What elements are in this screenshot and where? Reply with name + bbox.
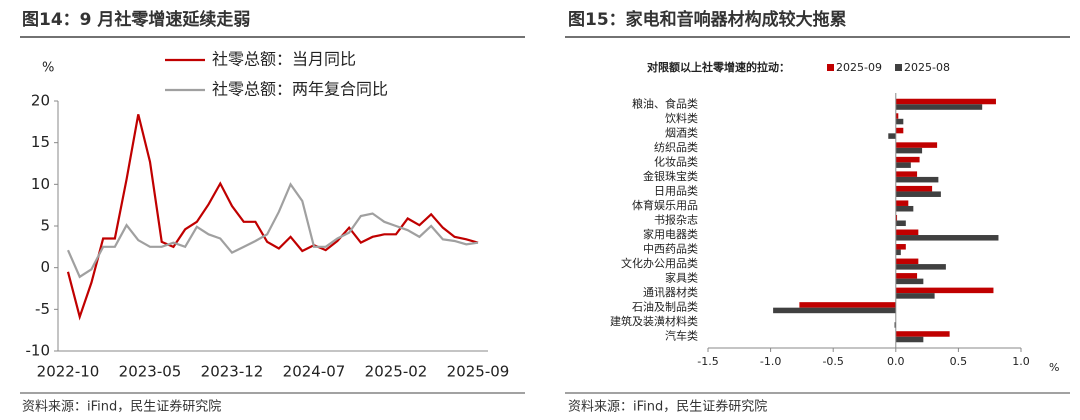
category-label: 日用品类 (654, 183, 698, 197)
category-label: 石油及制品类 (632, 300, 698, 314)
bar (895, 273, 918, 279)
bar (895, 185, 933, 192)
bar (895, 229, 919, 236)
bar (895, 113, 899, 119)
y-tick-label: 0 (40, 258, 50, 276)
y-tick-label: 5 (40, 217, 50, 235)
bar (895, 214, 898, 221)
legend-label: 2025-09 (836, 61, 882, 74)
bar (895, 104, 983, 110)
y-axis-label: % (42, 61, 54, 76)
category-label: 家用电器类 (643, 227, 698, 241)
bar (895, 142, 938, 148)
series-line (66, 114, 479, 321)
category-label: 中西药品类 (643, 242, 698, 256)
category-label: 文化办公用品类 (621, 256, 698, 270)
x-tick-label: 2023-05 (119, 363, 182, 381)
bar (895, 264, 946, 270)
bar (895, 176, 939, 183)
legend-label: 社零总额：当月同比 (212, 50, 356, 69)
x-tick-label: -1.0 (760, 355, 781, 368)
bar (895, 98, 996, 105)
category-label: 通讯器材类 (643, 285, 698, 299)
bar (895, 118, 904, 125)
legend-label: 2025-08 (904, 61, 950, 74)
bar (895, 278, 924, 285)
bar (895, 127, 904, 134)
bar (895, 220, 906, 227)
x-tick-label: 0.5 (950, 355, 968, 368)
bar (894, 322, 896, 328)
x-tick-label: 2023-12 (201, 363, 264, 381)
category-label: 化妆品类 (654, 154, 698, 168)
source: 资料来源：iFind，民生证券研究院 (22, 399, 221, 415)
bar (895, 191, 941, 197)
category-label: 饮料类 (665, 111, 698, 125)
x-axis-label: % (1049, 361, 1059, 374)
chart-title: 图14：9 月社零增速延续走弱 (22, 9, 250, 30)
bar (895, 331, 950, 337)
bar (799, 302, 896, 308)
bar (773, 307, 896, 314)
x-tick-label: 2024-07 (283, 363, 346, 381)
bar (895, 205, 914, 212)
legend-label: 社零总额：两年复合同比 (212, 80, 388, 99)
category-label: 纺织品类 (654, 140, 698, 154)
bar (895, 235, 999, 241)
y-tick-label: 10 (31, 175, 50, 193)
y-tick-label: 15 (31, 133, 50, 151)
category-label: 金银珠宝类 (643, 169, 698, 183)
bar (895, 249, 901, 256)
subtitle: 对限额以上社零增速的拉动： (647, 60, 790, 74)
y-tick-label: -5 (35, 300, 50, 318)
bar (895, 293, 935, 299)
category-label: 汽车类 (665, 329, 698, 343)
bar (895, 162, 911, 168)
category-label: 体育娱乐用品 (632, 198, 698, 212)
chart-title: 图15：家电和音响器材构成较大拖累 (568, 9, 847, 30)
legend-swatch (895, 64, 902, 71)
category-label: 建筑及装潢材料类 (610, 314, 698, 328)
category-label: 粮油、食品类 (632, 96, 698, 110)
bar (888, 133, 896, 139)
bar (895, 156, 920, 163)
bar (895, 171, 918, 177)
series-line (66, 182, 479, 279)
bar (895, 287, 994, 294)
bar (895, 200, 909, 206)
bar (895, 336, 924, 343)
x-tick-label: -1.5 (697, 355, 718, 368)
x-tick-label: 2025-09 (447, 363, 510, 381)
x-tick-label: -0.5 (822, 355, 843, 368)
y-tick-label: 20 (31, 92, 50, 110)
bar (895, 258, 919, 265)
y-tick-label: -10 (26, 342, 51, 360)
x-tick-label: 1.0 (1012, 355, 1030, 368)
category-label: 家具类 (665, 271, 698, 285)
source: 资料来源：iFind，民生证券研究院 (568, 399, 767, 415)
x-tick-label: 0.0 (887, 355, 905, 368)
category-label: 烟酒类 (665, 125, 698, 139)
x-tick-label: 2025-02 (365, 363, 428, 381)
x-tick-label: 2022-10 (37, 363, 100, 381)
bar (895, 244, 906, 250)
category-label: 书报杂志 (654, 213, 698, 227)
bar (895, 147, 923, 154)
legend-swatch (827, 64, 834, 71)
